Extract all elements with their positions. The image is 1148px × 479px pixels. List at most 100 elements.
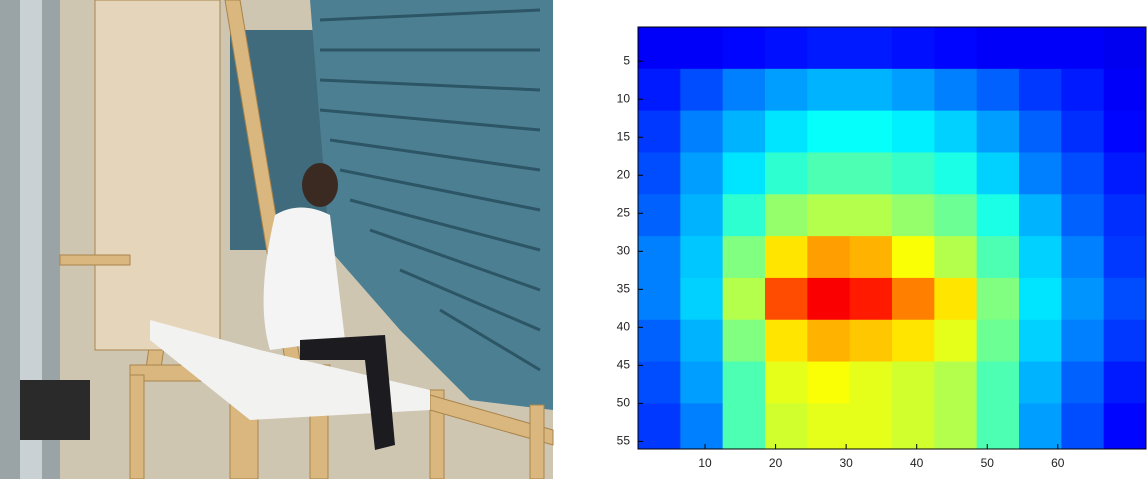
y-tick-label: 15: [617, 129, 631, 143]
heatmap-cell: [892, 111, 935, 153]
heatmap-cell: [638, 403, 681, 449]
heatmap-cell: [807, 403, 850, 449]
heatmap-cell: [977, 152, 1020, 194]
heatmap-cell: [680, 362, 723, 404]
heatmap-cell: [765, 111, 808, 153]
heatmap-cell: [934, 152, 977, 194]
heatmap-cell: [850, 320, 893, 362]
heatmap-cell: [934, 320, 977, 362]
heatmap-cell: [892, 403, 935, 449]
heatmap-cell: [1104, 236, 1147, 278]
heatmap-cell: [680, 194, 723, 236]
y-tick-label: 30: [617, 243, 631, 257]
heatmap-cell: [850, 69, 893, 111]
heatmap-cell: [1061, 362, 1104, 404]
heatmap-cell: [850, 278, 893, 320]
heatmap-cell: [807, 278, 850, 320]
heatmap-cell: [977, 194, 1020, 236]
heatmap-cell: [680, 403, 723, 449]
heatmap-cell: [850, 403, 893, 449]
heatmap-cell: [977, 362, 1020, 404]
y-tick-label: 50: [617, 396, 631, 410]
heatmap-cell: [723, 111, 766, 153]
heatmap-cell: [850, 194, 893, 236]
heatmap-cell: [1104, 152, 1147, 194]
heatmap-cell: [807, 236, 850, 278]
heatmap-cell: [765, 152, 808, 194]
x-tick-label: 30: [839, 456, 853, 470]
heatmap-cell: [723, 236, 766, 278]
heatmap-cell: [1019, 69, 1062, 111]
x-tick-label: 20: [769, 456, 783, 470]
heatmap-cell: [977, 69, 1020, 111]
heatmap-cell: [1019, 236, 1062, 278]
heatmap-cell: [807, 27, 850, 69]
heatmap-cell: [723, 403, 766, 449]
heatmap-cell: [807, 111, 850, 153]
heatmap-cell: [638, 152, 681, 194]
heatmap-cell: [1104, 362, 1147, 404]
heatmap-cell: [680, 111, 723, 153]
heatmap-cell: [1019, 362, 1062, 404]
heatmap-cell: [638, 320, 681, 362]
heatmap-cell: [1061, 236, 1104, 278]
heatmap-cell: [723, 194, 766, 236]
y-tick-label: 10: [617, 91, 631, 105]
heatmap-cell: [850, 236, 893, 278]
heatmap-cell: [1104, 27, 1147, 69]
heatmap-cell: [765, 27, 808, 69]
heatmap-cell: [1061, 278, 1104, 320]
heatmap-cell: [977, 111, 1020, 153]
heatmap-cell: [892, 69, 935, 111]
heatmap-cell: [892, 278, 935, 320]
heatmap-cell: [765, 236, 808, 278]
heatmap-cell: [1104, 320, 1147, 362]
heatmap-cell: [1061, 27, 1104, 69]
x-tick-label: 60: [1051, 456, 1065, 470]
heatmap-cell: [1061, 69, 1104, 111]
heatmap-cell: [680, 152, 723, 194]
heatmap-cell: [892, 320, 935, 362]
camera: [20, 380, 90, 440]
heatmap-cell: [892, 27, 935, 69]
heatmap-cell: [1019, 320, 1062, 362]
heatmap-cell: [680, 320, 723, 362]
heatmap-cell: [934, 236, 977, 278]
heatmap-cell: [1061, 403, 1104, 449]
heatmap-cell: [723, 362, 766, 404]
x-tick-label: 50: [981, 456, 995, 470]
heatmap-cell: [765, 362, 808, 404]
y-tick-label: 40: [617, 320, 631, 334]
heatmap-cell: [680, 69, 723, 111]
heatmap-cell: [765, 194, 808, 236]
y-tick-label: 35: [617, 281, 631, 295]
heatmap-cell: [765, 320, 808, 362]
heatmap-cell: [1019, 278, 1062, 320]
heatmap-cell: [850, 152, 893, 194]
y-tick-label: 25: [617, 205, 631, 219]
heatmap-cell: [1104, 278, 1147, 320]
heatmap-cell: [977, 320, 1020, 362]
heatmap-cell: [850, 111, 893, 153]
heatmap-cell: [934, 194, 977, 236]
heatmap-cell: [638, 362, 681, 404]
photo: [0, 0, 553, 479]
heatmap-cell: [807, 152, 850, 194]
page: {"chart_data": {"type": "heatmap", "xlim…: [0, 0, 1148, 479]
heatmap-cell: [892, 362, 935, 404]
heatmap-cell: [1104, 403, 1147, 449]
heatmap-cell: [638, 236, 681, 278]
heatmap-cell: [638, 111, 681, 153]
heatmap-cell: [1019, 194, 1062, 236]
heatmap-cell: [807, 320, 850, 362]
heatmap-cell: [807, 69, 850, 111]
heatmap-cell: [1019, 111, 1062, 153]
y-tick-label: 55: [617, 434, 631, 448]
heatmap-cell: [850, 362, 893, 404]
heatmap-cell: [977, 278, 1020, 320]
heatmap-cell: [638, 69, 681, 111]
heatmap-cell: [807, 362, 850, 404]
heatmap-cell: [723, 278, 766, 320]
y-tick-label: 20: [617, 167, 631, 181]
heatmap-cell: [723, 27, 766, 69]
